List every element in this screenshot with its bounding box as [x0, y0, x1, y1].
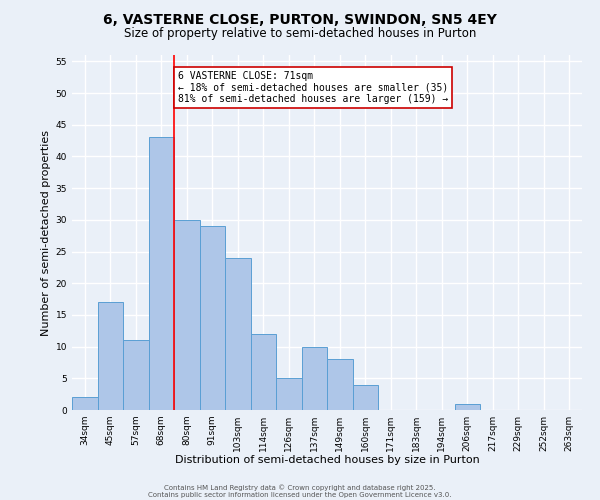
Text: 6, VASTERNE CLOSE, PURTON, SWINDON, SN5 4EY: 6, VASTERNE CLOSE, PURTON, SWINDON, SN5 …	[103, 12, 497, 26]
Bar	[72, 398, 97, 410]
Bar	[302, 346, 327, 410]
Bar	[251, 334, 276, 410]
Bar	[276, 378, 302, 410]
Bar	[327, 360, 353, 410]
Bar	[199, 226, 225, 410]
Bar	[174, 220, 199, 410]
Bar	[455, 404, 480, 410]
Bar	[225, 258, 251, 410]
Bar	[149, 138, 174, 410]
Text: Size of property relative to semi-detached houses in Purton: Size of property relative to semi-detach…	[124, 28, 476, 40]
Text: Contains public sector information licensed under the Open Government Licence v3: Contains public sector information licen…	[148, 492, 452, 498]
Bar	[97, 302, 123, 410]
Y-axis label: Number of semi-detached properties: Number of semi-detached properties	[41, 130, 52, 336]
Text: 6 VASTERNE CLOSE: 71sqm
← 18% of semi-detached houses are smaller (35)
81% of se: 6 VASTERNE CLOSE: 71sqm ← 18% of semi-de…	[178, 71, 448, 104]
X-axis label: Distribution of semi-detached houses by size in Purton: Distribution of semi-detached houses by …	[175, 456, 479, 466]
Bar	[353, 384, 378, 410]
Text: Contains HM Land Registry data © Crown copyright and database right 2025.: Contains HM Land Registry data © Crown c…	[164, 484, 436, 491]
Bar	[123, 340, 149, 410]
